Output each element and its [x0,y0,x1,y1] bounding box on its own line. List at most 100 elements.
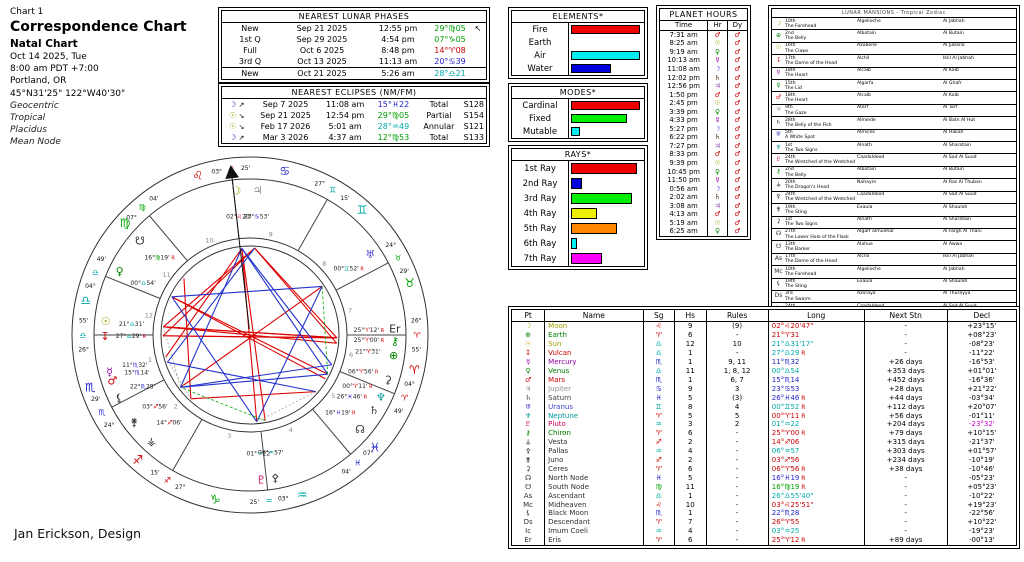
planets-table-header-cell: Pt [512,310,545,322]
planet-name: Earth [544,330,644,340]
phase-name: Full [243,46,257,55]
mansion-ordinal: 28th [785,117,796,123]
hour-time: 7:31 am [669,30,698,39]
planet-sign-icon: ♐ [642,437,675,447]
mansion-ordinal: 17th [785,254,796,260]
planet-declination: +19°23' [946,500,1016,510]
mansion-ordinal: 1st [785,142,793,148]
south_node-icon: ☋ [775,242,782,250]
planet-house: 10 [674,500,706,510]
mercury-icon: ☿ [525,358,531,367]
aspect-line-mars-jupiter [166,247,256,363]
eclipse-saros: S154 [463,111,484,120]
mode-row-bar-track [568,125,644,138]
planet-declination: -10°46' [946,464,1016,474]
house-number-4: 4 [289,426,293,434]
lunar-mansion-row: ♃ 9th Atarf Al Tarf The Gaze [772,103,1016,116]
hour-time: 4:13 am [669,210,698,219]
mansion-arabic-name: Al Shaulah [943,204,968,210]
zodiac-sign-icon: ♊ [357,203,368,217]
wheel-label-north_node: 16°♓19' R [325,410,356,417]
mode-row-bar [571,127,581,136]
planet-house: 7 [674,517,706,527]
wheel-label-south_node: 16°♍19' R [144,255,175,262]
planet-next-station: +56 days [863,411,948,420]
lunar-phase-row: 3rd Q Oct 13 2025 11:13 am 20°♋39 [222,56,486,68]
planet-longitude: 06°♈56 R [767,464,865,474]
planet-next-station: - [863,348,948,358]
mode-row-bar [571,114,627,123]
planet-house: 4 [674,446,706,456]
mode-row-label: Mutable [522,126,558,137]
mansion-latin-name: Almiede [857,117,876,123]
planet-name: Neptune [544,411,644,420]
juno-icon: ⚵ [525,456,531,465]
planet-house: 9 [674,321,706,331]
phase-name: New [222,67,278,79]
eclipse-type: Annular [423,122,455,131]
eclipse-position: 12°♍53 [377,133,410,142]
uranus-icon: ♅ [775,131,782,139]
planet-rules: - [705,500,769,510]
hour-ruler-icon: ☿ [707,56,728,65]
planet-row: ⚸ Black Moon ♏ 1-22°♏28- -22°56' [512,509,1016,518]
mansion-meaning: The Wretched of the Wretched [785,160,856,166]
planet-name: South Node [544,482,644,492]
cusp-degree-9: 27° [314,180,325,187]
mansion-meaning: The Belly [785,36,807,42]
eclipse-row: ☉ ↘ Feb 17 2026 5:01 am 28°♒49 Annular S121 [222,121,486,132]
ray-row: 2nd Ray [512,176,644,191]
house-number-10: 10 [205,237,213,245]
retrograde-flag: R [799,394,806,402]
eclipse-type: Partial [426,111,452,120]
day-ruler-icon: ♂ [726,90,747,99]
planet-name: Mercury [544,357,644,367]
ascendant-icon: As [523,491,533,500]
designer-credit: Jan Erickson, Design [14,526,142,541]
mansion-latin-name: Nahaym [857,179,877,185]
retrograde-flag: R [799,537,806,545]
planet-longitude: 03°♒25 [767,526,865,536]
planet-longitude: 15°♏14 [767,375,865,385]
eclipse-time: 11:08 am [325,100,365,109]
mansion-latin-name: Algarf almuehar [857,229,895,235]
wheel-label-uranus: 00°♊52' R [334,266,365,273]
hour-ruler-icon: ♂ [707,30,728,40]
planets-table-header-cell: Rules [705,310,769,322]
planet-sign-icon: ♌ [642,321,675,331]
planet-row: ⚷ Chiron ♈ 6-25°♈00 R +79 days +10°15' [512,428,1016,438]
hour-time: 9:39 pm [669,159,698,168]
house-cusp-12 [105,275,161,299]
eclipses-panel: NEAREST ECLIPSES (NM/FM) ☽ ↗ Sep 7 2025 11… [218,83,490,147]
planet-next-station: - [863,482,948,492]
house-cusp-9 [297,199,328,251]
vesta-icon: ⚶ [525,438,532,447]
juno-icon: ⚵ [776,205,781,213]
wheel-label-neptune: 00°♈11' R [342,383,373,390]
planet-next-station: +44 days [863,393,948,403]
planet-sign-icon: ♎ [642,348,675,358]
planet-name: Vesta [544,437,644,447]
current-phase-pointer-icon: ↖ [474,24,482,33]
retrograde-flag: R [799,350,806,358]
moon-icon: ☽ [229,100,237,109]
planet-next-station: - [863,473,948,483]
wheel-label-pluto: 01°♒22' [247,451,273,458]
planet-row: ☿ Mercury ♏ 1 9, 11 11°♏32 +26 days -16°53' [512,357,1016,367]
vulcan-wheel-icon: ↧ [100,330,109,343]
phase-date: Oct 13 2025 [297,57,347,66]
mansion-latin-name: Alahue [857,241,873,247]
planet-hours-header: Time Hr Dy [660,21,747,31]
saturn-icon: ♄ [524,393,532,402]
planet-rules: - [705,437,769,447]
planet-next-station: +353 days [863,366,948,376]
hour-ruler-icon: ♂ [707,90,728,99]
north_node-wheel-icon: ☊ [355,423,365,436]
planet-declination: +08°23' [946,330,1016,340]
day-ruler-icon: ♂ [726,47,747,57]
phase-time: 4:54 pm [381,35,415,44]
house-cusp-5 [312,408,351,455]
aspect-line-vesta-north_node [190,391,317,400]
planet-hour-row: 6:25 am ♀ ♂ [660,227,747,236]
mansion-meaning: The Forehead [785,271,817,277]
